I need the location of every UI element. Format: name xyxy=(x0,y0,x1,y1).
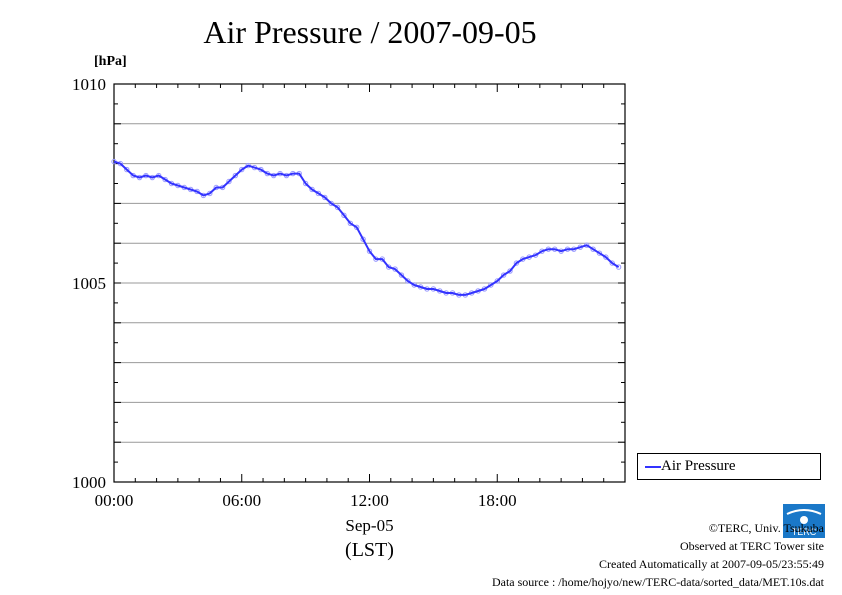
data-point xyxy=(360,236,366,242)
data-point xyxy=(603,254,609,260)
x-axis-label: Sep-05 xyxy=(345,516,393,535)
terc-logo: TERC xyxy=(783,504,825,538)
data-point xyxy=(500,272,507,278)
x-tick-label: 12:00 xyxy=(350,491,389,510)
footer-copyright: ©TERC, Univ. Tsukuba xyxy=(708,521,824,535)
data-point xyxy=(334,204,341,211)
y-tick-label: 1010 xyxy=(72,75,106,94)
data-point xyxy=(232,172,239,179)
data-point xyxy=(405,278,411,284)
x-tick-label: 06:00 xyxy=(222,491,261,510)
x-tick-label: 00:00 xyxy=(95,491,134,510)
data-point xyxy=(590,246,596,252)
data-point xyxy=(124,166,130,173)
y-tick-label: 1005 xyxy=(72,274,106,293)
grid-lines xyxy=(114,123,625,443)
data-point xyxy=(398,272,405,278)
legend-swatch xyxy=(645,466,661,468)
data-point xyxy=(309,186,315,193)
data-point xyxy=(366,248,373,254)
series-layer xyxy=(111,158,622,298)
data-point xyxy=(328,200,334,207)
data-point xyxy=(513,260,520,266)
footer-created: Created Automatically at 2007-09-05/23:5… xyxy=(599,557,824,571)
logo-text: TERC xyxy=(792,527,817,537)
data-point xyxy=(609,260,615,266)
data-point xyxy=(302,180,309,187)
footer-source: Data source : /home/hojyo/new/TERC-data/… xyxy=(491,575,824,589)
y-tick-label: 1000 xyxy=(72,473,106,492)
legend: Air Pressure xyxy=(637,453,821,480)
data-point xyxy=(315,190,322,197)
data-point xyxy=(239,166,245,173)
data-point xyxy=(488,282,494,288)
footer-observed: Observed at TERC Tower site xyxy=(679,539,824,553)
data-point xyxy=(162,176,168,183)
x-tick-label: 18:00 xyxy=(478,491,517,510)
series-line-air-pressure xyxy=(113,160,620,296)
data-point xyxy=(354,224,360,230)
tick-labels: 1000 1005 1010 00:00 06:00 12:00 18:00 Sep-05 (L… xyxy=(72,75,517,561)
chart-title: Air Pressure / 2007-09-05 xyxy=(203,14,537,50)
data-point xyxy=(615,264,622,270)
axes xyxy=(113,83,626,483)
data-point xyxy=(341,212,347,219)
data-point xyxy=(596,250,603,256)
data-point xyxy=(322,194,328,201)
data-point xyxy=(494,278,500,284)
y-unit-label: [hPa] xyxy=(94,54,127,69)
legend-label: Air Pressure xyxy=(661,458,736,474)
data-point xyxy=(507,268,513,274)
data-point xyxy=(226,178,232,185)
footer: ©TERC, Univ. Tsukuba Observed at TERC To… xyxy=(492,519,824,591)
data-point xyxy=(347,220,354,227)
x-axis-sublabel: (LST) xyxy=(345,539,394,561)
